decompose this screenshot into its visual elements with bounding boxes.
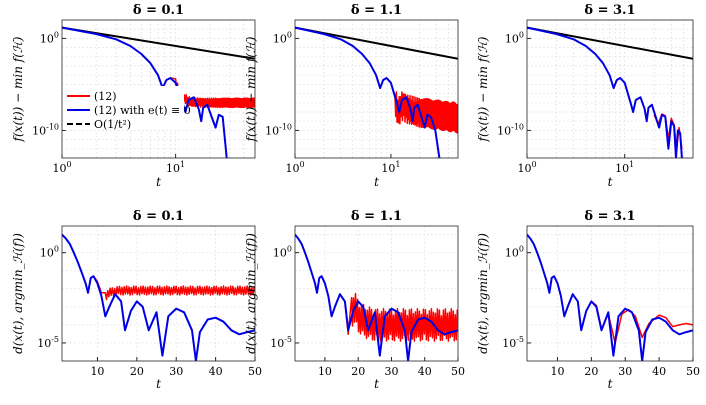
axes-box bbox=[526, 225, 694, 362]
series-line bbox=[295, 26, 441, 158]
y-tick-label: 100 bbox=[505, 245, 524, 260]
x-axis-label: t bbox=[374, 377, 379, 391]
series-line bbox=[527, 26, 683, 158]
x-tick-label: 101 bbox=[615, 160, 634, 175]
series-line bbox=[295, 233, 458, 361]
x-tick-label: 100 bbox=[517, 160, 536, 175]
x-tick-label: 10 bbox=[318, 365, 332, 378]
y-tick-label: 10-10 bbox=[497, 122, 524, 137]
chart-title: δ = 1.1 bbox=[351, 3, 402, 18]
x-axis-label: t bbox=[374, 175, 379, 189]
series-group bbox=[295, 233, 458, 361]
y-axis-label: d(x(t), argmin_ℋ(f)) bbox=[11, 233, 25, 354]
y-axis-label: f(x(t)) − min f(ℋ) bbox=[11, 36, 25, 142]
y-tick-label: 10-5 bbox=[502, 335, 524, 350]
series-line bbox=[394, 91, 458, 134]
x-tick-label: 100 bbox=[52, 160, 71, 175]
x-tick-label: 30 bbox=[618, 365, 632, 378]
series-group bbox=[527, 26, 693, 158]
legend: (12)(12) with e(t) ≡ 0O(1/t²) bbox=[64, 86, 191, 131]
chart-title: δ = 0.1 bbox=[133, 209, 184, 224]
x-tick-label: 50 bbox=[451, 365, 465, 378]
y-axis-label: d(x(t), argmin_ℋ(f)) bbox=[476, 233, 490, 354]
y-tick-label: 100 bbox=[40, 30, 59, 45]
y-tick-label: 100 bbox=[273, 30, 292, 45]
x-tick-label: 20 bbox=[130, 365, 144, 378]
x-tick-label: 10 bbox=[550, 365, 564, 378]
series-line bbox=[157, 74, 255, 109]
legend-label: (12) with e(t) ≡ 0 bbox=[94, 104, 191, 117]
chart-title: δ = 1.1 bbox=[351, 209, 402, 224]
chart-panel-3: 100 101 100 10-10 δ = 3.1 t f(x(t)) − min f(ℋ) bbox=[476, 3, 694, 189]
plot-area bbox=[295, 226, 458, 361]
series-group bbox=[527, 233, 693, 361]
axes-box bbox=[526, 19, 694, 159]
axes-box bbox=[294, 19, 459, 159]
y-tick-label: 10-10 bbox=[32, 122, 59, 137]
chart-panel-2: 100 101 100 10-10 δ = 1.1 t f(x(t)) − min f(ℋ) bbox=[244, 3, 459, 189]
x-axis-label: t bbox=[608, 175, 613, 189]
series-line bbox=[62, 233, 255, 361]
legend-label: O(1/t²) bbox=[94, 118, 131, 131]
x-tick-label: 101 bbox=[166, 160, 185, 175]
plot-area bbox=[295, 20, 458, 158]
x-tick-label: 40 bbox=[418, 365, 432, 378]
axes-box bbox=[61, 19, 256, 159]
y-axis-label: f(x(t)) − min f(ℋ) bbox=[244, 36, 258, 142]
x-tick-label: 100 bbox=[285, 160, 304, 175]
x-tick-label: 10 bbox=[90, 365, 104, 378]
x-axis-label: t bbox=[156, 175, 161, 189]
series-line bbox=[84, 275, 255, 301]
chart-panel-6: 10 20 30 40 50 100 10-5 δ = 3.1 t d(x(t), argmin_… bbox=[476, 209, 700, 391]
chart-title: δ = 3.1 bbox=[584, 209, 635, 224]
legend-box bbox=[64, 86, 184, 130]
x-tick-label: 30 bbox=[384, 365, 398, 378]
x-tick-label: 50 bbox=[686, 365, 700, 378]
x-tick-label: 101 bbox=[381, 160, 400, 175]
y-tick-label: 10-10 bbox=[265, 122, 292, 137]
y-axis-label: f(x(t)) − min f(ℋ) bbox=[476, 36, 490, 142]
x-tick-label: 20 bbox=[584, 365, 598, 378]
y-tick-label: 100 bbox=[40, 245, 59, 260]
y-tick-label: 10-5 bbox=[37, 335, 59, 350]
axes-box bbox=[294, 225, 459, 362]
chart-panel-5: 10 20 30 40 50 100 10-5 δ = 1.1 t d(x(t), argmin_… bbox=[244, 209, 465, 391]
series-line bbox=[527, 233, 693, 361]
y-tick-label: 100 bbox=[505, 30, 524, 45]
chart-title: δ = 3.1 bbox=[584, 3, 635, 18]
x-tick-label: 40 bbox=[209, 365, 223, 378]
axes-box bbox=[61, 225, 256, 362]
x-tick-label: 30 bbox=[169, 365, 183, 378]
x-tick-label: 40 bbox=[652, 365, 666, 378]
series-group bbox=[295, 26, 458, 158]
chart-title: δ = 0.1 bbox=[133, 3, 184, 18]
chart-panel-4: 10 20 30 40 50 100 10-5 δ = 0.1 t d(x(t), argmin_… bbox=[11, 209, 262, 391]
plot-area bbox=[527, 226, 693, 361]
x-tick-label: 20 bbox=[351, 365, 365, 378]
y-tick-label: 100 bbox=[273, 245, 292, 260]
y-axis-label: d(x(t), argmin_ℋ(f)) bbox=[244, 233, 258, 354]
x-axis-label: t bbox=[156, 377, 161, 391]
x-axis-label: t bbox=[608, 377, 613, 391]
grid bbox=[527, 19, 693, 159]
series-group bbox=[62, 233, 255, 361]
y-tick-label: 10-5 bbox=[270, 335, 292, 350]
x-tick-label: 50 bbox=[248, 365, 262, 378]
legend-label: (12) bbox=[94, 90, 117, 103]
